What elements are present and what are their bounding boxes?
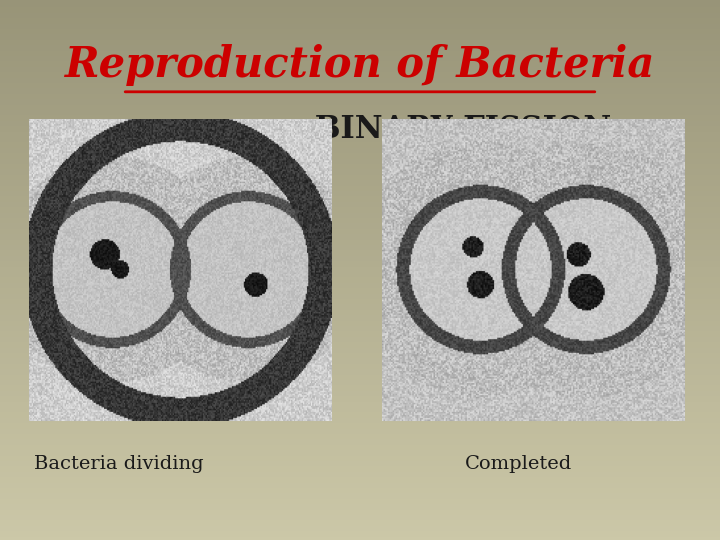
Text: Bacteria dividing: Bacteria dividing xyxy=(34,455,204,474)
Text: Reproduction of Bacteria: Reproduction of Bacteria xyxy=(65,44,655,86)
Text: •  BINARY FISSION: • BINARY FISSION xyxy=(274,114,611,145)
Text: Completed: Completed xyxy=(465,455,572,474)
